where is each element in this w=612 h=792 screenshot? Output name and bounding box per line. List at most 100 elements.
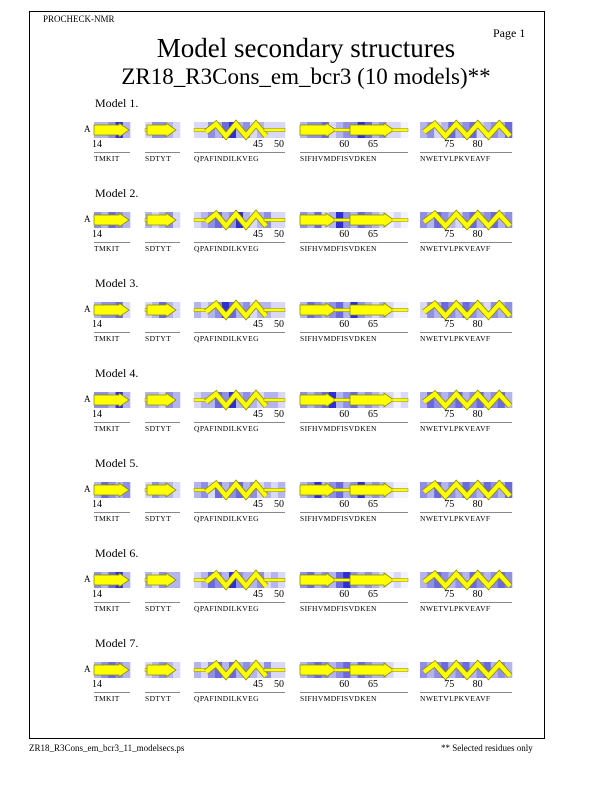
segment-3	[193, 659, 286, 681]
segment-1	[93, 212, 131, 228]
segment-1	[93, 122, 131, 138]
sequence-text: TMKIT	[94, 244, 120, 253]
segment-2	[144, 572, 181, 588]
residue-shade-cell	[441, 662, 449, 678]
residue-number: 50	[274, 679, 284, 690]
residue-number: 65	[368, 229, 378, 240]
residue-number: 14	[92, 409, 102, 420]
strand-arrow	[349, 572, 395, 588]
residue-number: 60	[339, 589, 350, 600]
residue-number: 60	[339, 499, 350, 510]
helix-ribbon	[422, 660, 512, 680]
residue-number: 65	[368, 409, 378, 420]
strand-arrow	[146, 122, 177, 138]
sequence-text: QPAFINDILKVEG	[194, 694, 259, 703]
sequence-text: QPAFINDILKVEG	[194, 604, 259, 613]
strand-arrow	[299, 302, 337, 318]
chain-id: A	[84, 664, 91, 674]
segment-3	[193, 299, 286, 321]
residue-shade-cell	[222, 122, 230, 138]
coil-line	[263, 128, 286, 132]
segment-5	[420, 299, 513, 321]
residue-number: 80	[472, 139, 483, 150]
helix-ribbon	[422, 210, 512, 230]
segment-1	[93, 482, 131, 498]
footer-note: ** Selected residues only	[441, 743, 533, 753]
residue-shade-cell	[462, 392, 470, 408]
segment-1	[93, 392, 131, 408]
residue-shade-cell	[441, 122, 449, 138]
sequence-text: NWETVLPKVEAVF	[420, 154, 491, 163]
segment-2	[144, 482, 181, 498]
model-label: Model 7.	[95, 636, 139, 650]
sequence-rule	[300, 332, 408, 333]
residue-number: 75	[444, 499, 455, 510]
sequence-text: NWETVLPKVEAVF	[420, 694, 491, 703]
model-label: Model 6.	[95, 546, 139, 560]
sequence-text: SDTYT	[145, 604, 172, 613]
residue-number: 50	[274, 319, 284, 330]
segment-3	[193, 119, 286, 141]
sequence-text: SIFHVMDFISVDKEN	[300, 334, 377, 343]
sequence-rule	[145, 512, 180, 513]
residue-shade-cell	[222, 392, 230, 408]
sequence-rule	[300, 242, 408, 243]
segment-2	[144, 662, 181, 678]
page-subtitle: ZR18_R3Cons_em_bcr3 (10 models)**	[121, 64, 491, 89]
residue-number: 80	[472, 499, 483, 510]
coil-line	[391, 668, 409, 672]
strand-arrow	[93, 392, 130, 408]
residue-number: 60	[339, 139, 350, 150]
strand-arrow	[349, 482, 395, 498]
coil-line	[391, 578, 409, 582]
sequence-text: NWETVLPKVEAVF	[420, 604, 491, 613]
segment-5	[420, 209, 513, 231]
residue-number: 80	[472, 319, 483, 330]
residue-shade-cell	[483, 212, 492, 228]
helix-ribbon	[204, 300, 268, 320]
sequence-text: NWETVLPKVEAVF	[420, 244, 491, 253]
segment-2	[144, 302, 181, 318]
residue-number: 45	[253, 229, 263, 240]
segment-4	[299, 482, 409, 498]
sequence-text: TMKIT	[94, 604, 120, 613]
residue-shade-cell	[483, 392, 492, 408]
residue-number: 50	[274, 499, 284, 510]
segment-5	[420, 569, 513, 591]
sequence-rule	[94, 512, 130, 513]
page-frame	[29, 11, 545, 739]
residue-number: 60	[339, 319, 350, 330]
residue-shade-cell	[441, 572, 449, 588]
sequence-rule	[145, 242, 180, 243]
sequence-text: QPAFINDILKVEG	[194, 154, 259, 163]
residue-number: 60	[339, 229, 350, 240]
residue-shade-cell	[222, 302, 230, 318]
sequence-text: NWETVLPKVEAVF	[420, 424, 491, 433]
strand-arrow	[93, 122, 130, 138]
model-label: Model 3.	[95, 276, 139, 290]
residue-number: 60	[339, 679, 350, 690]
strand-arrow	[349, 302, 395, 318]
segment-4	[299, 122, 409, 138]
model-label: Model 2.	[95, 186, 139, 200]
footer-filename: ZR18_R3Cons_em_bcr3_11_modelsecs.ps	[29, 743, 185, 753]
helix-ribbon	[422, 300, 512, 320]
chain-id: A	[84, 304, 91, 314]
strand-arrow	[93, 482, 130, 498]
residue-shade-cell	[243, 122, 251, 138]
segment-5	[420, 659, 513, 681]
coil-line	[391, 218, 409, 222]
sequence-text: SIFHVMDFISVDKEN	[300, 514, 377, 523]
model-label: Model 4.	[95, 366, 139, 380]
strand-arrow	[349, 122, 395, 138]
residue-shade-cell	[441, 482, 449, 498]
helix-ribbon	[422, 120, 512, 140]
strand-arrow	[349, 392, 395, 408]
coil-line	[263, 668, 286, 672]
strand-arrow	[93, 572, 130, 588]
residue-number: 75	[444, 319, 455, 330]
residue-shade-cell	[462, 302, 470, 318]
strand-arrow	[93, 212, 130, 228]
